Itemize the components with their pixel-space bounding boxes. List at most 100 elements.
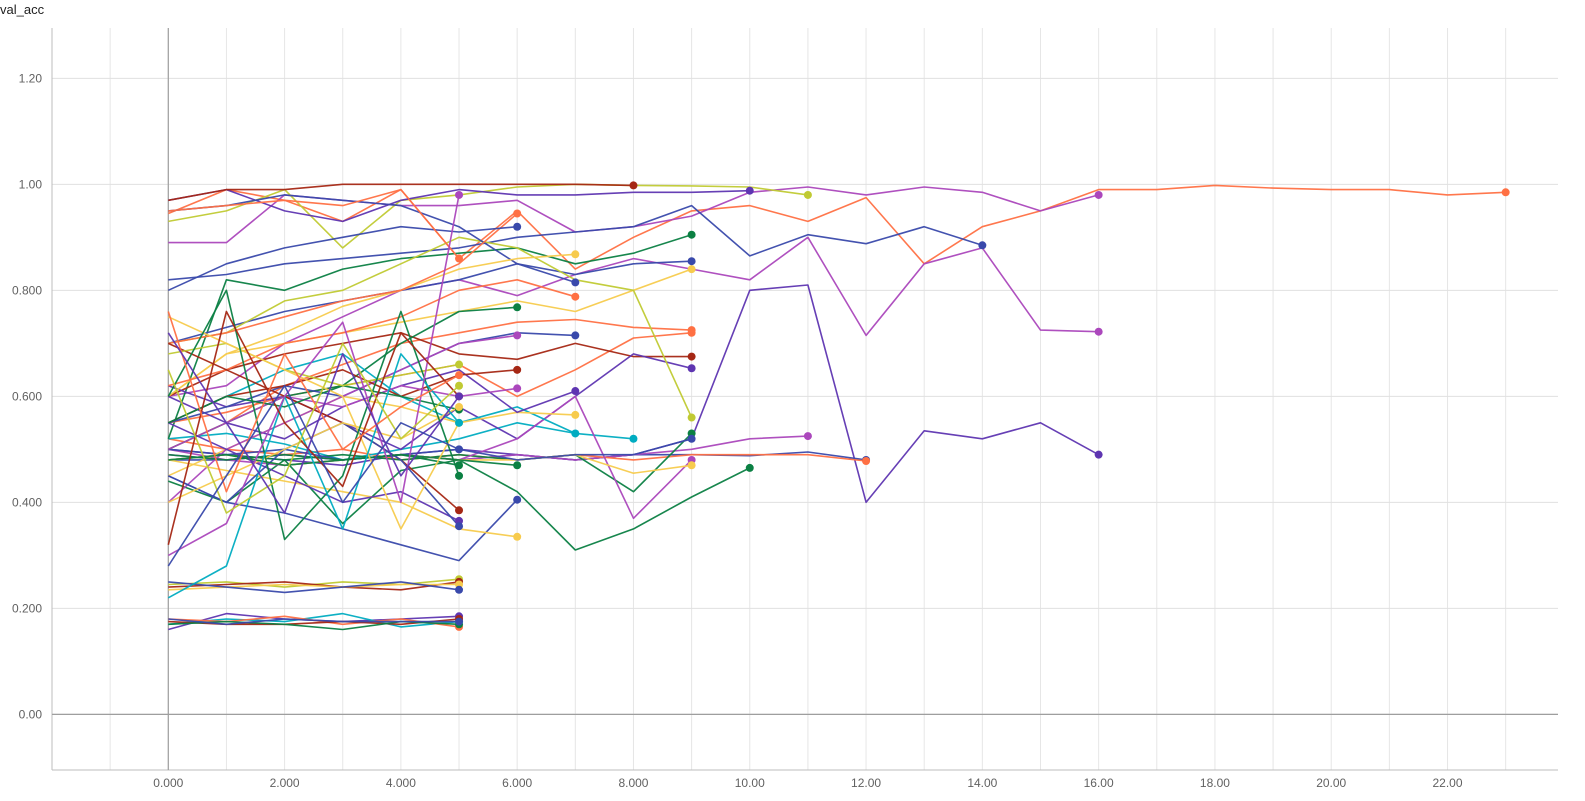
series-line — [168, 188, 460, 260]
series-line — [167, 384, 460, 567]
series-line — [168, 581, 460, 594]
series-line — [167, 422, 460, 522]
series-line — [168, 194, 576, 284]
series-end-point — [803, 432, 812, 441]
series-end-point — [513, 331, 522, 340]
axes — [51, 28, 1558, 771]
y-tick-label: 0.00 — [19, 707, 43, 721]
series-end-point — [629, 181, 638, 190]
x-tick-label: 6.000 — [502, 776, 532, 790]
series-end-point — [571, 387, 580, 396]
series-line — [168, 204, 983, 281]
tick-labels: 0.000 2.000 4.000 6.000 8.000 10.00 12.00 14.00… — [12, 71, 1463, 790]
series-end-point — [1094, 450, 1103, 459]
series-line — [167, 253, 576, 398]
series-end-point — [571, 429, 580, 438]
series-line — [168, 236, 1099, 398]
series-end-point — [687, 434, 696, 443]
series-line — [167, 184, 1506, 270]
series-line — [167, 353, 460, 599]
series-end-point — [455, 585, 464, 594]
series-end-point — [513, 365, 522, 374]
series-end-point — [687, 265, 696, 274]
series-end-point — [1501, 188, 1510, 197]
x-tick-label: 10.00 — [735, 776, 765, 790]
series-end-point — [455, 418, 464, 427]
series-end-point — [687, 461, 696, 470]
series-end-point — [687, 413, 696, 422]
x-tick-label: 12.00 — [851, 776, 881, 790]
series-end-point — [513, 461, 522, 470]
y-tick-label: 1.00 — [19, 177, 43, 191]
y-tick-label: 0.600 — [12, 389, 42, 403]
series-line — [167, 194, 460, 557]
series-line — [167, 332, 460, 514]
gridlines — [52, 28, 1558, 770]
series-line — [168, 260, 692, 345]
series-end-point — [455, 522, 464, 531]
y-tick-label: 0.800 — [12, 283, 42, 297]
series-line — [168, 278, 576, 387]
series-line — [168, 583, 459, 591]
series-end-point — [455, 254, 464, 263]
x-tick-label: 20.00 — [1316, 776, 1346, 790]
series-end-point — [862, 457, 871, 466]
series-lines — [167, 183, 1506, 631]
series-end-point — [571, 250, 580, 259]
series-end-point — [513, 532, 522, 541]
y-tick-label: 0.200 — [12, 601, 42, 615]
series-end-point — [455, 506, 464, 515]
series-end-point — [455, 392, 464, 401]
series-line — [168, 188, 750, 223]
series-line — [167, 342, 460, 514]
x-tick-label: 8.000 — [618, 776, 648, 790]
series-end-point — [455, 381, 464, 390]
series-end-point — [455, 471, 464, 480]
series-endpoints — [455, 181, 1510, 631]
series-line — [167, 316, 460, 530]
series-end-point — [803, 190, 812, 199]
series-end-point — [687, 328, 696, 337]
series-end-point — [455, 360, 464, 369]
series-line — [168, 183, 634, 202]
series-line — [167, 353, 576, 435]
series-end-point — [1094, 327, 1103, 336]
series-end-point — [455, 445, 464, 454]
series-end-point — [745, 463, 754, 472]
series-end-point — [571, 331, 580, 340]
series-end-point — [455, 402, 464, 411]
series-line — [167, 233, 692, 440]
series-end-point — [513, 384, 522, 393]
series-end-point — [455, 371, 464, 380]
x-tick-label: 18.00 — [1200, 776, 1230, 790]
series-line — [167, 310, 460, 545]
series-line — [168, 236, 693, 418]
series-end-point — [455, 461, 464, 470]
series-line — [168, 618, 459, 626]
x-tick-label: 14.00 — [967, 776, 997, 790]
series-end-point — [1094, 190, 1103, 199]
x-tick-label: 2.000 — [270, 776, 300, 790]
y-tick-label: 0.400 — [12, 495, 42, 509]
series-end-point — [571, 292, 580, 301]
series-end-point — [687, 257, 696, 266]
series-end-point — [687, 364, 696, 373]
series-line — [168, 212, 518, 345]
series-line — [167, 268, 692, 398]
x-tick-label: 4.000 — [386, 776, 416, 790]
series-line — [167, 406, 460, 504]
y-tick-label: 1.20 — [19, 71, 43, 85]
series-end-point — [687, 230, 696, 239]
series-end-point — [629, 434, 638, 443]
series-end-point — [455, 617, 464, 626]
series-line — [167, 225, 518, 292]
chart-title: val_acc — [0, 2, 45, 17]
series-line — [168, 183, 809, 249]
series-end-point — [978, 241, 987, 250]
series-end-point — [571, 278, 580, 287]
series-end-point — [455, 190, 464, 199]
series-end-point — [571, 410, 580, 419]
x-tick-label: 0.000 — [153, 776, 183, 790]
series-end-point — [513, 209, 522, 218]
series-line — [167, 289, 460, 541]
